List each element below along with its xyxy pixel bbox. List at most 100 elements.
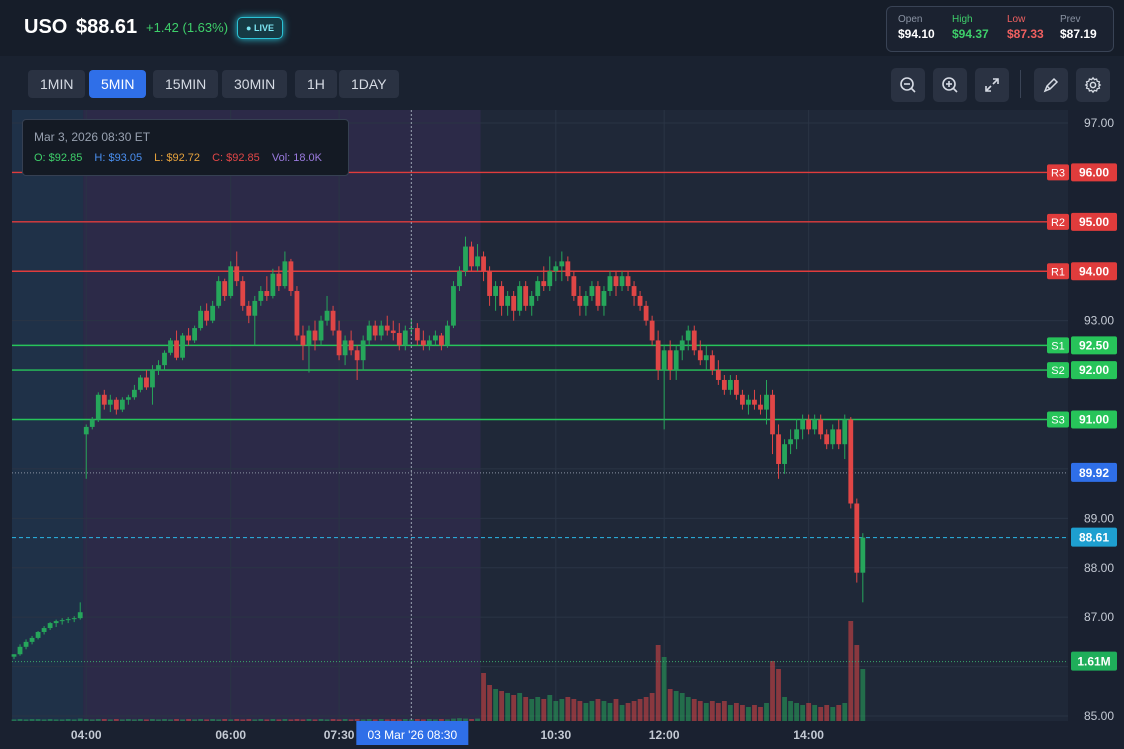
volume-bar — [842, 703, 848, 721]
zoom-out-icon — [900, 77, 916, 93]
volume-bar — [216, 719, 222, 721]
volume-bar — [138, 719, 143, 721]
candle-body — [721, 379, 727, 390]
volume-bar — [469, 719, 474, 721]
stat-prev: Prev $87.19 — [1060, 14, 1097, 41]
volume-bar — [150, 719, 155, 721]
candle-body — [782, 444, 787, 464]
volume-bar — [535, 697, 541, 721]
zoom-out-button[interactable] — [891, 68, 925, 102]
candle-body — [740, 394, 745, 405]
settings-button[interactable] — [1076, 68, 1110, 102]
volume-bar — [59, 719, 65, 721]
volume-bar — [258, 719, 264, 721]
volume-bar — [854, 645, 860, 721]
left-gutter — [0, 110, 12, 721]
volume-bar — [631, 701, 637, 721]
timeframe-1h[interactable]: 1H — [295, 70, 337, 98]
candle-body — [264, 291, 270, 296]
level-name: R2 — [1051, 217, 1065, 229]
volume-bar — [559, 699, 565, 721]
candle-body — [770, 394, 775, 435]
volume-bar — [71, 719, 77, 721]
volume-bar — [721, 701, 727, 721]
volume-bar — [499, 691, 505, 721]
level-price-tag — [1071, 212, 1117, 231]
candle-body — [204, 310, 210, 321]
crosshair-tooltip: Mar 3, 2026 08:30 ET O: $92.85 H: $93.05… — [22, 119, 349, 176]
volume-bar — [276, 719, 282, 721]
volume-bar — [17, 719, 23, 721]
candle-body — [288, 261, 294, 292]
volume-bar — [132, 719, 137, 721]
volume-bar — [553, 701, 559, 721]
timeframe-15min[interactable]: 15MIN — [153, 70, 219, 98]
price-chart[interactable]: 97.00 93.00 89.00 88.00 87.00 85.00 R3 96.00 R2 9… — [0, 110, 1124, 749]
volume-bar — [107, 719, 113, 721]
tooltip-high: H: $93.05 — [94, 152, 143, 164]
draw-tools-button[interactable] — [1034, 68, 1068, 102]
candle-body — [830, 429, 836, 445]
tooltip-close: C: $92.85 — [212, 152, 260, 164]
candle-body — [541, 281, 547, 287]
volume-bar — [35, 719, 41, 721]
candle-body — [589, 286, 595, 296]
volume-bar — [53, 719, 59, 721]
timeframe-1day[interactable]: 1DAY — [339, 70, 399, 98]
candle-body — [83, 426, 89, 435]
candle-body — [685, 330, 691, 341]
tooltip-values: O: $92.85 H: $93.05 L: $92.72 C: $92.85 … — [34, 152, 331, 164]
volume-bar — [270, 719, 276, 721]
volume-bar — [198, 719, 204, 721]
volume-bar — [517, 693, 523, 721]
ohlc-summary: Open $94.10 High $94.37 Low $87.33 Prev $87.19 — [886, 6, 1114, 52]
volume-bar — [204, 719, 210, 721]
timeframe-30min[interactable]: 30MIN — [222, 70, 288, 98]
zoom-in-icon — [942, 77, 958, 93]
candle-body — [324, 310, 330, 321]
level-price: 92.00 — [1079, 363, 1109, 377]
fullscreen-button[interactable] — [975, 68, 1009, 102]
volume-bar — [770, 661, 775, 721]
volume-bar — [800, 705, 806, 721]
volume-bar — [824, 705, 830, 721]
marker-price: 89.92 — [1079, 466, 1109, 480]
candle-body — [691, 330, 697, 351]
volume-bar — [547, 695, 553, 721]
candle-body — [59, 620, 65, 622]
volume-bar — [47, 719, 53, 721]
zoom-in-button[interactable] — [933, 68, 967, 102]
candle-body — [125, 397, 131, 400]
volume-bar — [782, 697, 787, 721]
volume-bar — [192, 719, 197, 721]
candle-body — [408, 328, 414, 330]
volume-bar — [246, 719, 252, 721]
candle-body — [469, 246, 474, 267]
volume-tag — [1071, 651, 1117, 671]
volume-bar — [571, 699, 577, 721]
candle-body — [764, 394, 769, 410]
volume-bar — [433, 719, 438, 721]
volume-bar — [312, 719, 318, 721]
candle-body — [505, 295, 511, 306]
volume-bar — [83, 719, 89, 721]
volume-bar — [613, 699, 619, 721]
stat-value: $87.33 — [1007, 27, 1044, 41]
level-price-tag — [1071, 262, 1117, 281]
volume-bar — [366, 719, 372, 721]
volume-bar — [812, 705, 818, 721]
candle-body — [577, 295, 583, 306]
timeframe-1min[interactable]: 1MIN — [28, 70, 86, 98]
volume-bar — [661, 657, 667, 721]
candle-body — [655, 340, 661, 371]
level-tag-r3 — [1047, 164, 1069, 181]
volume-bar — [414, 719, 420, 721]
timeframe-5min[interactable]: 5MIN — [89, 70, 147, 98]
volume-bar — [294, 719, 300, 721]
level-price: 91.00 — [1079, 413, 1109, 427]
level-name: R3 — [1051, 167, 1065, 179]
volume-bar — [125, 719, 131, 721]
stat-open: Open $94.10 — [898, 14, 935, 41]
candle-body — [222, 281, 228, 296]
volume-bar — [727, 705, 733, 721]
